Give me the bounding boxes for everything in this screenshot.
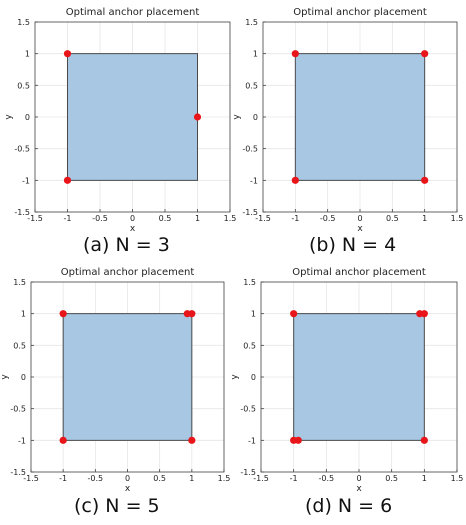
x-axis-label: x (125, 484, 131, 494)
x-tick-label: -1 (64, 214, 72, 223)
x-tick-label: -0.5 (319, 474, 335, 483)
x-tick-label: -1 (59, 474, 67, 483)
chart-panel-c: -1.5 -1 -0.5 0 0.5 1 1.5 -1.5 -1 -0.5 0 0.5 1 1.5 Opti… (0, 262, 232, 494)
y-tick-label: -1.5 (10, 468, 26, 477)
x-tick-label: -0.5 (320, 214, 336, 223)
anchor-point (291, 176, 299, 184)
anchor-point (420, 310, 428, 318)
anchor-point (188, 310, 196, 318)
caption-a: (a) N = 3 (83, 234, 170, 256)
y-tick-label: 1 (251, 310, 256, 319)
y-tick-label: 1.5 (13, 278, 26, 287)
x-tick-label: 0.5 (385, 474, 398, 483)
x-tick-label: 0.5 (153, 474, 166, 483)
chart-panel-d: -1.5 -1 -0.5 0 0.5 1 1.5 -1.5 -1 -0.5 0 0.5 1 1.5 Opti… (230, 262, 465, 494)
anchor-point (59, 436, 67, 444)
y-tick-label: -1.5 (240, 468, 256, 477)
x-tick-label: 0 (357, 214, 362, 223)
y-tick-label: -0.5 (242, 145, 258, 154)
x-tick-label: 0 (130, 214, 135, 223)
x-tick-label: 0.5 (159, 214, 172, 223)
x-tick-label: 1 (422, 474, 427, 483)
region-polygon (294, 53, 426, 181)
anchor-point (291, 50, 299, 58)
anchor-point (59, 310, 67, 318)
y-tick-label: 1.5 (243, 278, 256, 287)
x-tick-label: 0 (125, 474, 130, 483)
x-tick-label: -1.5 (27, 214, 43, 223)
x-tick-label: 0.5 (386, 214, 399, 223)
x-tick-label: 1 (195, 214, 200, 223)
y-tick-label: -1 (22, 176, 30, 185)
x-axis-label: x (357, 224, 363, 234)
y-tick-label: 1.5 (17, 18, 30, 27)
x-tick-label: 1.5 (224, 214, 237, 223)
anchor-point (294, 436, 302, 444)
chart-svg: -1.5 -1 -0.5 0 0.5 1 1.5 -1.5 -1 -0.5 0 0.5 1 1.5 Opti… (230, 267, 464, 494)
chart-title: Optimal anchor placement (292, 267, 426, 278)
y-tick-label: 0.5 (13, 341, 26, 350)
x-tick-label: -1.5 (253, 474, 269, 483)
anchor-point (63, 50, 72, 58)
y-tick-label: 0 (251, 373, 256, 382)
y-tick-label: 1 (25, 50, 30, 59)
anchor-point (420, 436, 428, 444)
y-tick-label: -1.5 (242, 208, 258, 217)
x-tick-label: -1.5 (255, 214, 271, 223)
anchor-point (421, 50, 429, 58)
y-tick-label: 0 (253, 113, 258, 122)
x-tick-label: -0.5 (88, 474, 104, 483)
y-tick-label: -1 (18, 436, 26, 445)
chart-svg: -1.5 -1 -0.5 0 0.5 1 1.5 -1.5 -1 -0.5 0 0.5 1 1.5 Opti… (0, 267, 231, 494)
caption-b: (b) N = 4 (309, 234, 397, 256)
chart-panel-a: -1.5 -1 -0.5 0 0.5 1 1.5 -1.5 -1 -0.5 0 0.5 1 1.5 Opti… (0, 0, 236, 234)
y-tick-label: -1.5 (14, 208, 30, 217)
y-axis-label: y (232, 114, 242, 120)
caption-c: (c) N = 5 (74, 495, 160, 517)
chart-title: Optimal anchor placement (61, 267, 195, 278)
y-tick-label: -0.5 (10, 405, 26, 414)
x-axis-label: x (356, 484, 362, 494)
x-axis-label: x (130, 224, 136, 234)
y-tick-label: 1 (21, 310, 26, 319)
y-axis-label: y (4, 114, 14, 120)
anchor-point (188, 436, 196, 444)
y-tick-label: 0 (21, 373, 26, 382)
anchor-point (421, 176, 429, 184)
anchor-point (63, 176, 72, 184)
anchor-point (290, 310, 298, 318)
y-tick-label: 0.5 (243, 341, 256, 350)
y-tick-label: 0.5 (245, 81, 258, 90)
y-tick-label: 1 (253, 50, 258, 59)
y-tick-label: 1.5 (245, 18, 258, 27)
x-tick-label: 1 (422, 214, 427, 223)
y-axis-label: y (230, 374, 240, 380)
x-tick-label: 0 (356, 474, 361, 483)
x-tick-label: -1.5 (23, 474, 39, 483)
chart-svg: -1.5 -1 -0.5 0 0.5 1 1.5 -1.5 -1 -0.5 0 0.5 1 1.5 Opti… (232, 7, 464, 234)
anchor-point (193, 113, 202, 121)
y-tick-label: -1 (248, 436, 256, 445)
chart-panel-b: -1.5 -1 -0.5 0 0.5 1 1.5 -1.5 -1 -0.5 0 0.5 1 1.5 Opti… (232, 0, 465, 234)
x-tick-label: 1.5 (451, 474, 464, 483)
x-tick-label: 1 (189, 474, 194, 483)
region-polygon (293, 313, 425, 441)
x-tick-label: -1 (291, 214, 299, 223)
y-axis-label: y (0, 374, 10, 380)
x-tick-label: -0.5 (92, 214, 108, 223)
y-tick-label: -0.5 (240, 405, 256, 414)
x-tick-label: -1 (290, 474, 298, 483)
y-tick-label: -1 (250, 176, 258, 185)
y-tick-label: -0.5 (14, 145, 30, 154)
x-tick-label: 1.5 (451, 214, 464, 223)
caption-d: (d) N = 6 (305, 495, 393, 517)
y-tick-label: 0 (25, 113, 30, 122)
region-polygon (62, 313, 193, 441)
chart-svg: -1.5 -1 -0.5 0 0.5 1 1.5 -1.5 -1 -0.5 0 0.5 1 1.5 Opti… (4, 7, 236, 234)
chart-title: Optimal anchor placement (66, 7, 200, 18)
chart-title: Optimal anchor placement (293, 7, 427, 18)
region-polygon (67, 53, 198, 181)
x-tick-label: 1.5 (218, 474, 231, 483)
y-tick-label: 0.5 (17, 81, 30, 90)
